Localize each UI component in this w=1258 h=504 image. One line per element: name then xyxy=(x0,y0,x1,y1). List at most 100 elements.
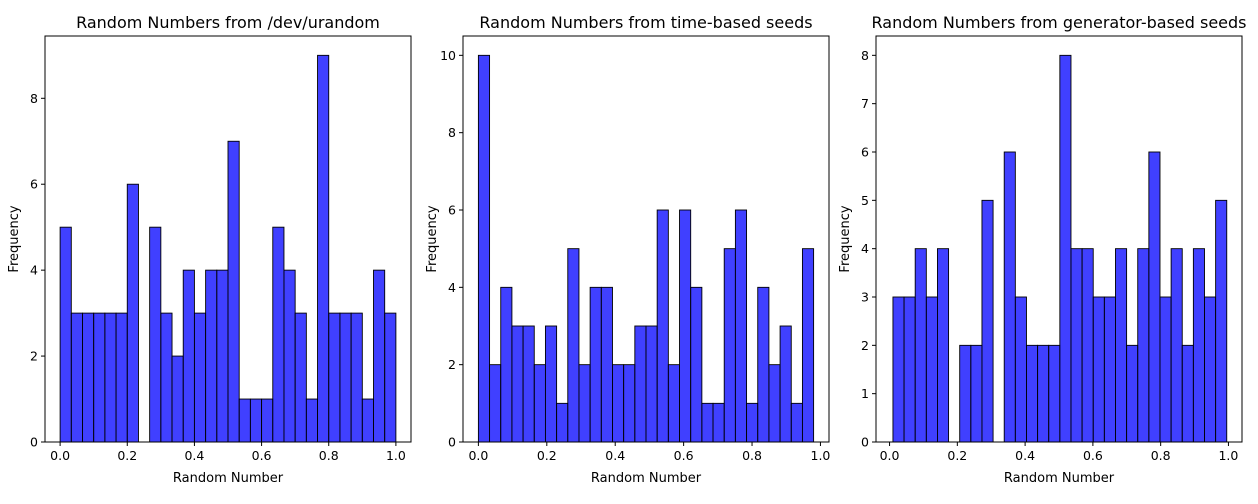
histogram-bar xyxy=(1192,248,1205,443)
x-tick-label: 0.4 xyxy=(605,448,625,463)
histogram-bar xyxy=(612,364,625,443)
chart-panel-3: 0.0 0.2 0.4 0.6 0.8 1.0 0 1 2 3 4 5 6 7 8 Random Number… xyxy=(838,13,1247,486)
histogram-bar xyxy=(317,54,330,443)
y-tick-label: 5 xyxy=(861,193,869,208)
histogram-bar xyxy=(249,398,263,443)
y-tick-label: 6 xyxy=(30,177,38,192)
histogram-bar xyxy=(489,364,502,443)
histogram-bar xyxy=(600,286,613,443)
histogram-bar xyxy=(701,402,714,443)
x-tick-label: 1.0 xyxy=(1218,448,1238,463)
x-tick-label: 0.6 xyxy=(1083,448,1103,463)
histogram-bar xyxy=(305,398,318,443)
histogram-bar xyxy=(1003,151,1016,443)
histogram-bar xyxy=(283,269,296,443)
chart-title: Random Numbers from time-based seeds xyxy=(479,13,812,32)
histogram-bar xyxy=(1037,344,1050,443)
x-tick-label: 0.0 xyxy=(468,448,488,463)
histogram-bar xyxy=(1159,296,1172,443)
histogram-bar xyxy=(384,312,397,443)
y-tick-label: 10 xyxy=(440,48,456,63)
histogram-bar xyxy=(623,364,636,443)
histogram-bar xyxy=(533,364,546,443)
histogram-bar xyxy=(361,398,374,443)
histogram-bar xyxy=(734,209,748,443)
y-tick-label: 8 xyxy=(30,91,38,106)
histogram-bar xyxy=(104,312,117,443)
histogram-bar xyxy=(634,325,647,443)
x-tick-label: 1.0 xyxy=(386,448,406,463)
histogram-bar xyxy=(981,199,994,443)
histogram-bar xyxy=(1115,248,1128,443)
x-tick-label: 0.8 xyxy=(742,448,762,463)
histogram-bar xyxy=(93,312,106,443)
chart-panel-2: 0.0 0.2 0.4 0.6 0.8 1.0 0 2 4 6 8 10 Random Numbers … xyxy=(425,13,830,486)
x-axis-label: Random Number xyxy=(591,471,702,486)
y-tick-label: 4 xyxy=(448,280,456,295)
histogram-bar xyxy=(115,312,128,443)
y-tick-label: 8 xyxy=(861,48,869,63)
y-tick-label: 2 xyxy=(448,357,456,372)
histogram-bar xyxy=(1137,248,1150,443)
histogram-bar xyxy=(959,344,972,443)
histogram-bar xyxy=(1059,54,1072,443)
histogram-bar xyxy=(1081,248,1094,443)
histogram-bar xyxy=(1181,344,1194,443)
x-tick-label: 0.2 xyxy=(537,448,557,463)
histogram-bar xyxy=(59,226,72,443)
histogram-bar xyxy=(1048,344,1061,443)
y-tick-label: 8 xyxy=(448,125,456,140)
histogram-bar xyxy=(544,325,558,443)
histogram-bar xyxy=(723,248,736,443)
histogram-bar xyxy=(970,344,983,443)
histogram-bar xyxy=(205,269,218,443)
histogram-bar xyxy=(1103,296,1116,443)
histogram-bar xyxy=(790,402,803,443)
histogram-bar xyxy=(294,312,307,443)
histogram-bar xyxy=(1170,248,1183,443)
histogram-bar xyxy=(216,269,229,443)
histogram-bar xyxy=(500,286,513,443)
y-tick-label: 4 xyxy=(30,263,38,278)
chart-panel-1: 0.0 0.2 0.4 0.6 0.8 1.0 0 2 4 6 8 Random Numbers fr… xyxy=(7,13,412,486)
x-tick-label: 0.2 xyxy=(947,448,967,463)
histogram-bar xyxy=(589,286,602,443)
y-axis-label: Frequency xyxy=(838,205,853,272)
histogram-bar xyxy=(690,286,703,443)
histogram-bar xyxy=(261,398,274,443)
axes-frame xyxy=(875,35,1243,443)
histogram-bar xyxy=(937,248,950,443)
x-tick-label: 0.8 xyxy=(319,448,339,463)
x-tick-label: 0.4 xyxy=(1015,448,1035,463)
axes-frame xyxy=(44,35,412,443)
histogram-bar xyxy=(746,402,759,443)
histogram-bar xyxy=(914,248,927,443)
histogram-bar xyxy=(779,325,792,443)
y-tick-label: 1 xyxy=(861,386,869,401)
histogram-bar xyxy=(567,248,580,443)
y-tick-label: 0 xyxy=(448,435,456,450)
histogram-bar xyxy=(667,364,680,443)
histogram-bar xyxy=(1204,296,1217,443)
x-tick-label: 0.6 xyxy=(252,448,272,463)
histogram-bar xyxy=(1126,344,1139,443)
y-tick-label: 2 xyxy=(861,338,869,353)
chart-title: Random Numbers from generator-based seed… xyxy=(872,13,1247,32)
histogram-bar xyxy=(350,312,363,443)
histogram-bar xyxy=(373,269,386,443)
histogram-bar xyxy=(126,183,139,443)
histogram-bar xyxy=(1014,296,1027,443)
histogram-bar xyxy=(925,296,938,443)
histogram-bar xyxy=(892,296,905,443)
histogram-bar xyxy=(645,325,658,443)
x-tick-label: 0.2 xyxy=(117,448,137,463)
y-tick-label: 7 xyxy=(861,96,869,111)
histogram-bar xyxy=(339,312,352,443)
histogram-bar xyxy=(272,226,285,443)
y-tick-label: 6 xyxy=(861,145,869,160)
histogram-bar xyxy=(578,364,591,443)
histogram-bar xyxy=(1215,199,1228,443)
histogram-bar xyxy=(182,269,195,443)
histogram-bar xyxy=(1026,344,1039,443)
